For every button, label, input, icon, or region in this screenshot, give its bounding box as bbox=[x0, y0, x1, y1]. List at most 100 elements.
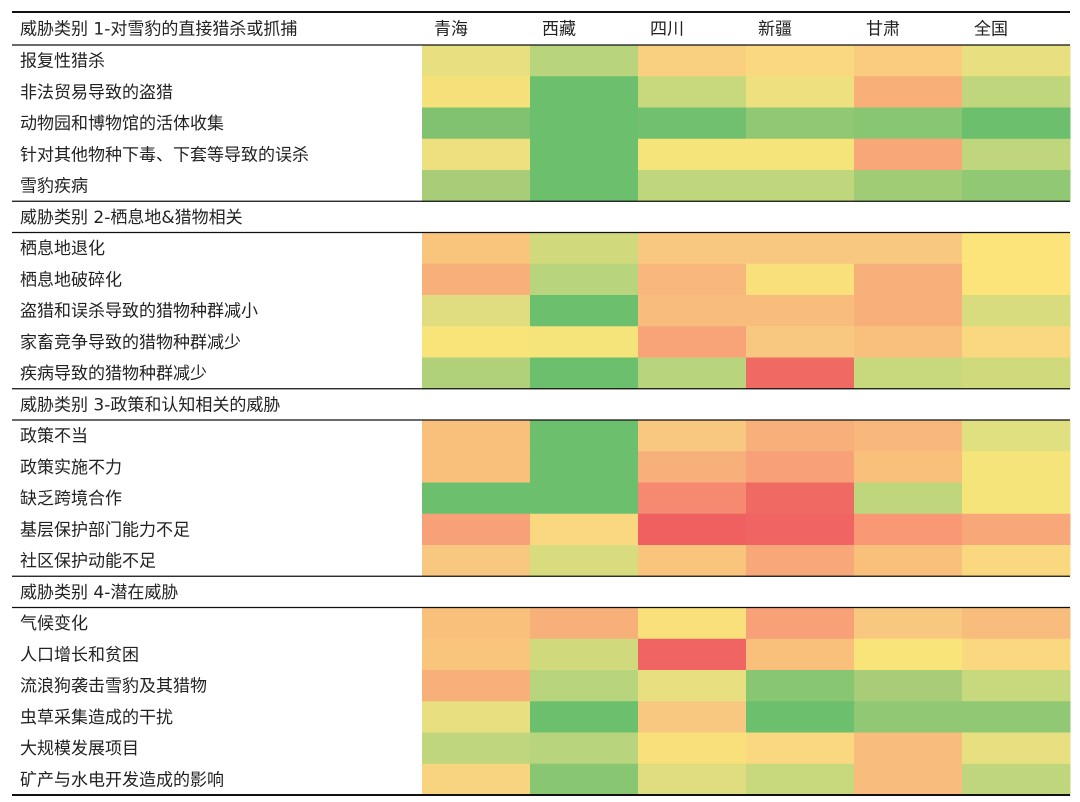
heat-cell bbox=[854, 545, 963, 577]
heat-cell bbox=[638, 482, 747, 515]
heat-cell bbox=[422, 670, 531, 702]
heat-cell bbox=[854, 638, 963, 671]
row-label: 栖息地退化 bbox=[20, 239, 105, 259]
heat-cell bbox=[422, 732, 531, 765]
heat-cell bbox=[962, 763, 1071, 796]
heat-cell bbox=[530, 326, 639, 358]
heat-cell bbox=[422, 326, 531, 358]
heat-cell bbox=[962, 451, 1071, 483]
heat-cell bbox=[530, 420, 639, 452]
heat-cell bbox=[854, 295, 963, 327]
heat-cell bbox=[638, 545, 747, 577]
heat-cell bbox=[746, 170, 855, 202]
row-label: 家畜竞争导致的猎物种群减少 bbox=[20, 333, 241, 353]
section-title: 威胁类别 1-对雪豹的直接猎杀或抓捕 bbox=[20, 20, 297, 40]
section-title: 威胁类别 3-政策和认知相关的威胁 bbox=[20, 395, 280, 415]
heat-cell bbox=[962, 670, 1071, 702]
heat-cell bbox=[530, 357, 639, 390]
heat-cell bbox=[638, 513, 747, 546]
heat-cell bbox=[638, 451, 747, 483]
column-header: 新疆 bbox=[758, 20, 792, 40]
heat-cell bbox=[854, 326, 963, 358]
heat-cell bbox=[638, 45, 747, 77]
heat-cell bbox=[422, 170, 531, 202]
heat-cell bbox=[854, 701, 963, 733]
heat-cell bbox=[962, 232, 1071, 265]
heat-cell bbox=[746, 326, 855, 358]
heat-cell bbox=[962, 545, 1071, 577]
heat-cell bbox=[962, 482, 1071, 515]
heat-cell bbox=[530, 513, 639, 546]
row-label: 雪豹疾病 bbox=[20, 177, 88, 197]
heat-cell bbox=[530, 45, 639, 77]
heat-cell bbox=[962, 638, 1071, 671]
heat-cell bbox=[854, 232, 963, 265]
heat-cell bbox=[530, 451, 639, 483]
heat-cell bbox=[854, 763, 963, 796]
heat-cell bbox=[530, 170, 639, 202]
heat-cell bbox=[746, 701, 855, 733]
heat-cell bbox=[422, 638, 531, 671]
heat-cell bbox=[854, 357, 963, 390]
row-label: 社区保护动能不足 bbox=[20, 552, 156, 572]
heat-cell bbox=[638, 357, 747, 390]
heat-cell bbox=[746, 513, 855, 546]
heat-cell bbox=[530, 76, 639, 108]
heat-cell bbox=[638, 263, 747, 296]
row-label: 报复性猎杀 bbox=[20, 52, 105, 72]
heat-cell bbox=[746, 638, 855, 671]
heat-cell bbox=[638, 138, 747, 171]
heat-cell bbox=[422, 545, 531, 577]
heat-cell bbox=[530, 263, 639, 296]
heat-cell bbox=[422, 232, 531, 265]
heat-cell bbox=[746, 670, 855, 702]
heat-cell bbox=[746, 138, 855, 171]
heat-cell bbox=[638, 732, 747, 765]
heat-cell bbox=[422, 420, 531, 452]
heat-cell bbox=[746, 482, 855, 515]
heat-cell bbox=[962, 263, 1071, 296]
heat-cell bbox=[962, 607, 1071, 640]
heat-cell bbox=[854, 420, 963, 452]
heat-cell bbox=[962, 420, 1071, 452]
heat-cell bbox=[962, 107, 1071, 140]
heat-cell bbox=[746, 545, 855, 577]
heat-cell bbox=[854, 76, 963, 108]
row-label: 大规模发展项目 bbox=[20, 739, 139, 759]
heat-cell bbox=[962, 170, 1071, 202]
heat-cell bbox=[746, 232, 855, 265]
heat-cell bbox=[530, 482, 639, 515]
heat-cell bbox=[530, 763, 639, 796]
heat-cell bbox=[854, 45, 963, 77]
row-label: 栖息地破碎化 bbox=[20, 270, 122, 290]
row-label: 基层保护部门能力不足 bbox=[20, 520, 190, 540]
heat-cell bbox=[854, 732, 963, 765]
heat-cell bbox=[422, 357, 531, 390]
heat-cell bbox=[638, 170, 747, 202]
heat-cell bbox=[746, 295, 855, 327]
column-header: 西藏 bbox=[542, 20, 576, 40]
heat-cell bbox=[962, 326, 1071, 358]
heat-cell bbox=[422, 295, 531, 327]
heat-cell bbox=[854, 107, 963, 140]
heat-cell bbox=[962, 138, 1071, 171]
heat-cell bbox=[530, 701, 639, 733]
heat-cell bbox=[422, 107, 531, 140]
heat-cell bbox=[638, 701, 747, 733]
heat-cell bbox=[638, 107, 747, 140]
row-label: 矿产与水电开发造成的影响 bbox=[20, 770, 224, 790]
heat-cell bbox=[638, 232, 747, 265]
column-header: 四川 bbox=[650, 20, 684, 40]
heat-cell bbox=[746, 451, 855, 483]
heat-cell bbox=[422, 138, 531, 171]
heat-cell bbox=[854, 138, 963, 171]
heat-cell bbox=[962, 732, 1071, 765]
row-label: 动物园和博物馆的活体收集 bbox=[20, 114, 224, 134]
heat-cell bbox=[422, 607, 531, 640]
row-label: 疾病导致的猎物种群减少 bbox=[20, 364, 207, 384]
heat-cell bbox=[854, 482, 963, 515]
heat-cell bbox=[422, 45, 531, 77]
heat-cell bbox=[746, 420, 855, 452]
heat-cell bbox=[854, 263, 963, 296]
